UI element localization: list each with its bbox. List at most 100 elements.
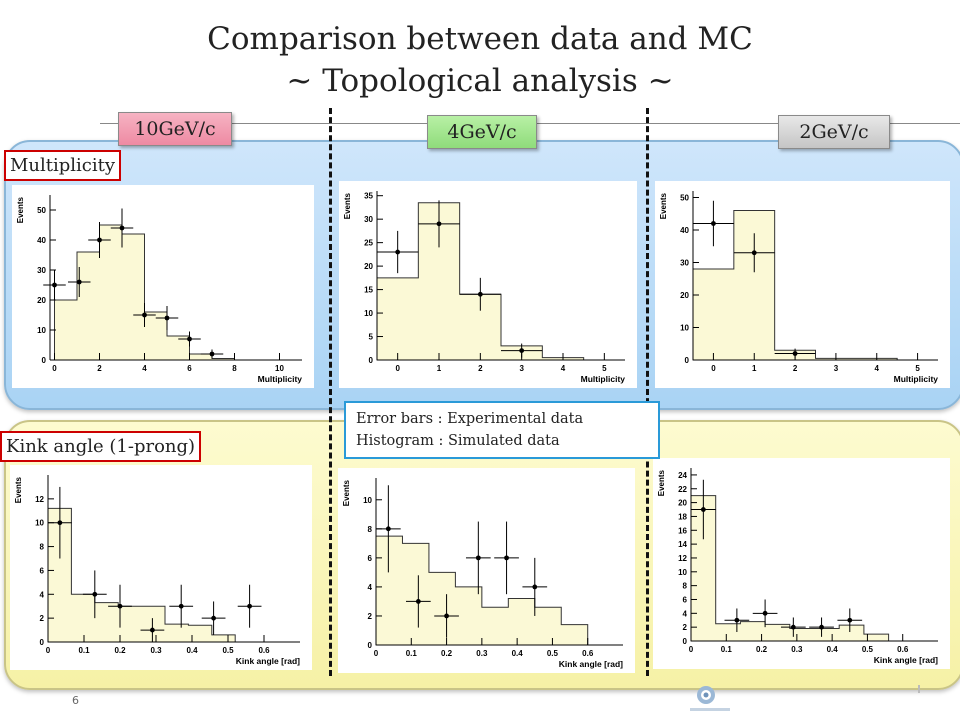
x-tick-label: 0 <box>711 364 716 373</box>
data-point <box>837 608 863 633</box>
data-point <box>465 521 491 595</box>
y-tick-label: 15 <box>364 286 373 295</box>
column-divider-1 <box>329 108 332 676</box>
data-point <box>691 479 716 540</box>
y-tick-label: 4 <box>368 583 373 592</box>
y-axis-title: Events <box>14 476 23 503</box>
x-tick-label: 0 <box>46 646 51 655</box>
y-tick-label: 20 <box>37 296 46 305</box>
x-tick-label: 2 <box>793 364 798 373</box>
x-axis-title: Kink angle [rad] <box>874 655 938 665</box>
y-tick-label: 40 <box>37 236 46 245</box>
row-label-kink-angle: Kink angle (1-prong) <box>0 431 202 462</box>
slide-title: Comparison between data and MC ~ Topolog… <box>0 18 960 102</box>
data-point <box>48 486 72 559</box>
data-point <box>155 306 179 330</box>
data-marker <box>444 613 449 619</box>
x-tick-label: 0.3 <box>476 649 488 658</box>
data-marker <box>436 221 442 227</box>
y-tick-label: 30 <box>680 259 689 268</box>
y-tick-label: 20 <box>678 499 687 508</box>
title-line-1: Comparison between data and MC <box>207 21 753 57</box>
data-marker <box>76 279 82 285</box>
y-axis-title: Events <box>343 192 352 219</box>
simulated-histogram <box>375 535 589 646</box>
plot-10gev-kink-angle: 0 2 4 6 8 10 12 0 0.1 0.2 0.3 0.4 0.5 0.6 Events Kink a… <box>10 465 312 670</box>
data-marker <box>142 312 147 318</box>
page-number: 6 <box>72 694 79 707</box>
x-axis-title: Multiplicity <box>894 374 939 384</box>
data-point <box>418 200 460 248</box>
x-tick-label: 0.2 <box>756 645 768 654</box>
data-marker <box>52 282 57 288</box>
x-tick-label: 0.2 <box>114 646 126 655</box>
y-axis-title: Events <box>657 469 666 496</box>
y-tick-label: 10 <box>363 496 372 505</box>
row-label-multiplicity: Multiplicity <box>4 150 122 181</box>
momentum-tag-10gev: 10GeV/c <box>118 112 232 146</box>
y-tick-label: 10 <box>37 326 46 335</box>
y-tick-label: 12 <box>35 495 44 504</box>
x-tick-label: 0.1 <box>78 646 90 655</box>
data-point <box>68 267 91 297</box>
momentum-tag-2gev: 2GeV/c <box>778 115 890 149</box>
y-tick-label: 8 <box>40 543 45 552</box>
data-point <box>200 349 224 359</box>
x-axis-title: Kink angle [rad] <box>559 659 623 669</box>
data-marker <box>119 225 125 231</box>
data-point <box>169 584 194 628</box>
data-marker <box>711 221 716 226</box>
data-marker <box>97 237 102 243</box>
x-tick-label: 0.1 <box>721 645 733 654</box>
x-tick-label: 0.3 <box>791 645 803 654</box>
y-tick-label: 40 <box>680 226 689 235</box>
plot-4gev-kink-angle: 0 2 4 6 8 10 0 0.1 0.2 0.3 0.4 0.5 0.6 Events Kink ang… <box>338 468 635 673</box>
y-tick-label: 20 <box>364 262 373 271</box>
x-tick-label: 1 <box>752 364 757 373</box>
data-marker <box>477 291 483 297</box>
x-tick-label: 8 <box>232 364 237 373</box>
y-tick-label: 2 <box>683 623 688 632</box>
data-point <box>405 575 431 628</box>
plot-10gev-multiplicity: 0 10 20 30 40 50 0 2 4 6 8 10 Events Multiplicity <box>12 185 314 388</box>
data-marker <box>57 520 63 526</box>
x-tick-label: 0 <box>52 364 57 373</box>
y-tick-label: 2 <box>40 614 45 623</box>
x-tick-label: 0.5 <box>862 645 874 654</box>
legend-box: Error bars : Experimental data Histogram… <box>344 401 660 459</box>
data-marker <box>178 603 184 609</box>
y-tick-label: 0 <box>40 638 45 647</box>
y-tick-label: 12 <box>678 554 687 563</box>
y-tick-label: 0 <box>42 356 47 365</box>
y-axis-title: Events <box>659 192 668 219</box>
y-tick-label: 22 <box>678 485 687 494</box>
x-tick-label: 4 <box>142 364 147 373</box>
x-tick-label: 0.6 <box>897 645 909 654</box>
data-point <box>780 617 806 637</box>
y-tick-label: 14 <box>678 540 687 549</box>
data-point <box>178 331 201 347</box>
y-tick-label: 0 <box>368 641 373 650</box>
data-point <box>110 208 134 248</box>
x-tick-label: 0 <box>374 649 379 658</box>
x-tick-label: 0.3 <box>150 646 162 655</box>
y-tick-label: 10 <box>680 324 689 333</box>
x-tick-label: 0.4 <box>186 646 198 655</box>
data-point <box>377 230 419 274</box>
institution-logo-watermark <box>690 685 920 711</box>
x-tick-label: 1 <box>437 364 442 373</box>
x-tick-label: 4 <box>561 364 566 373</box>
data-point <box>752 599 778 628</box>
data-marker <box>847 617 853 623</box>
data-point <box>809 617 834 637</box>
data-point <box>501 343 543 358</box>
data-point <box>724 608 750 633</box>
data-point <box>82 570 107 619</box>
x-tick-label: 2 <box>97 364 102 373</box>
x-tick-label: 0.1 <box>406 649 418 658</box>
data-marker <box>117 603 123 609</box>
y-tick-label: 30 <box>364 215 373 224</box>
data-marker <box>415 599 421 604</box>
y-tick-label: 18 <box>678 512 687 521</box>
y-tick-label: 2 <box>368 612 373 621</box>
